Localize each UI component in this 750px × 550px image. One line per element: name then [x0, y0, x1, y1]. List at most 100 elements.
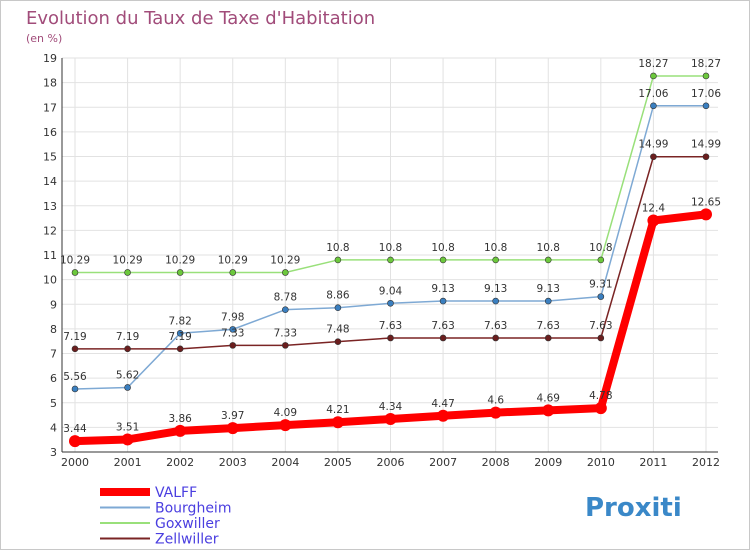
- data-label: 12.4: [642, 203, 666, 215]
- data-label: 10.8: [379, 242, 402, 254]
- data-label: 17.06: [638, 88, 668, 100]
- data-label: 10.8: [484, 242, 507, 254]
- axes: [61, 58, 718, 453]
- x-tick-label: 2005: [324, 456, 352, 469]
- data-label: 12.65: [691, 196, 721, 208]
- data-label: 7.33: [221, 327, 244, 339]
- data-point: [69, 435, 81, 448]
- y-tick-label: 3: [50, 446, 57, 459]
- y-tick-label: 9: [50, 298, 57, 311]
- data-point: [437, 409, 450, 422]
- data-point: [492, 256, 499, 264]
- data-point: [594, 402, 607, 415]
- data-point: [71, 269, 79, 276]
- data-label: 7.63: [379, 320, 402, 332]
- data-point: [387, 299, 394, 307]
- logo-text: Proxiti: [585, 493, 682, 523]
- data-point: [229, 326, 237, 333]
- chart-title: Evolution du Taux de Taxe d'Habitation: [26, 8, 375, 29]
- y-tick-label: 18: [43, 77, 57, 90]
- data-point: [650, 72, 657, 80]
- data-point: [650, 102, 657, 110]
- x-tick-label: 2012: [692, 456, 720, 469]
- data-label: 9.13: [484, 283, 507, 295]
- data-point: [439, 297, 447, 305]
- y-tick-label: 16: [43, 126, 57, 139]
- data-point: [544, 334, 552, 342]
- y-tick-label: 5: [50, 397, 57, 410]
- y-tick-label: 19: [43, 52, 57, 65]
- data-point: [226, 422, 239, 435]
- data-point: [387, 256, 394, 264]
- data-point: [124, 269, 131, 276]
- data-point: [334, 256, 342, 264]
- x-tick-label: 2010: [587, 456, 615, 469]
- data-label: 8.86: [326, 290, 350, 302]
- data-label: 5.62: [116, 369, 139, 381]
- data-label: 8.78: [274, 292, 297, 304]
- data-label: 10.29: [165, 254, 195, 266]
- data-point: [124, 345, 131, 353]
- data-point: [542, 404, 555, 417]
- data-point: [279, 419, 292, 432]
- data-label: 4.6: [487, 395, 504, 407]
- data-point: [544, 256, 552, 264]
- data-label: 7.19: [168, 331, 191, 343]
- data-label: 5.56: [63, 371, 87, 383]
- data-label: 17.06: [691, 88, 721, 100]
- data-label: 9.13: [431, 283, 454, 295]
- proxiti-logo: Proxiti: [585, 493, 682, 523]
- data-label: 9.31: [589, 279, 612, 291]
- data-label: 7.63: [431, 320, 454, 332]
- data-point: [489, 406, 502, 419]
- data-point: [702, 102, 710, 110]
- legend-label: VALFF: [155, 485, 197, 501]
- data-label: 7.19: [63, 331, 86, 343]
- data-label: 3.86: [168, 413, 192, 425]
- data-label: 7.33: [274, 327, 297, 339]
- x-tick-label: 2004: [271, 456, 299, 469]
- data-point: [384, 413, 397, 426]
- data-point: [492, 334, 499, 342]
- y-tick-label: 15: [43, 151, 57, 164]
- data-point: [229, 269, 237, 276]
- data-label: 7.63: [484, 320, 507, 332]
- y-tick-label: 7: [50, 348, 57, 361]
- data-point: [176, 269, 184, 276]
- data-point: [650, 153, 657, 161]
- data-label: 14.99: [691, 139, 721, 151]
- data-point: [71, 385, 79, 393]
- chart-subtitle: (en %): [26, 32, 62, 45]
- data-label: 10.29: [270, 254, 300, 266]
- data-label: 10.8: [431, 242, 454, 254]
- data-label: 7.98: [221, 311, 244, 323]
- series-group: 3.44 3.51 3.86 3.97 4.09 4.21 4.34 4.47 4.6 4.69 4…: [60, 58, 721, 448]
- data-label: 18.27: [691, 58, 721, 70]
- legend-label: Goxwiller: [155, 516, 220, 532]
- x-tick-label: 2008: [482, 456, 510, 469]
- x-tick-label: 2002: [166, 456, 194, 469]
- data-label: 3.97: [221, 410, 244, 422]
- data-point: [334, 304, 342, 311]
- data-point: [647, 214, 660, 227]
- y-tick-label: 14: [43, 175, 57, 188]
- data-label: 14.99: [638, 139, 668, 151]
- data-point: [439, 334, 447, 342]
- x-tick-label: 2000: [61, 456, 89, 469]
- data-label: 7.63: [589, 320, 612, 332]
- data-point: [124, 384, 131, 391]
- data-point: [702, 153, 710, 161]
- x-tick-label: 2007: [429, 456, 457, 469]
- data-label: 4.69: [537, 392, 560, 404]
- data-label: 3.51: [116, 421, 139, 433]
- y-tick-label: 8: [50, 323, 57, 336]
- x-tick-labels: 2000 2001 2002 2003 2004 2005 2006 2007 2008 2009…: [61, 456, 720, 469]
- y-tick-label: 4: [50, 421, 57, 434]
- data-label: 4.34: [379, 401, 403, 413]
- y-tick-label: 17: [43, 101, 57, 114]
- data-point: [176, 345, 184, 353]
- data-label: 7.63: [537, 320, 560, 332]
- data-point: [331, 416, 344, 429]
